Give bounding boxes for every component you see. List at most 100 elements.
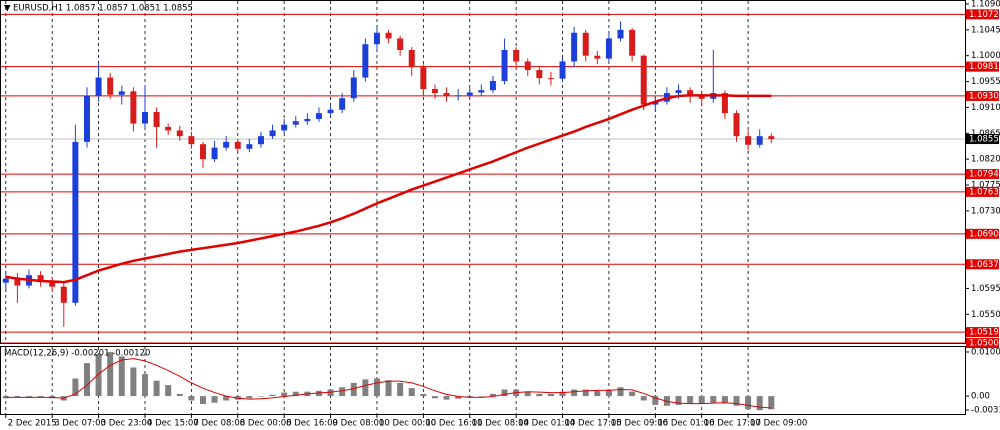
macd-bar xyxy=(292,391,299,397)
candle-body xyxy=(37,275,44,281)
level-label-bg xyxy=(966,9,999,20)
candle-body xyxy=(513,49,520,62)
level-label: 1.0519 xyxy=(969,328,999,338)
macd-bar xyxy=(698,396,705,405)
candle-body xyxy=(362,44,369,78)
candle-body xyxy=(733,113,740,137)
candle-body xyxy=(455,95,462,97)
candle-body xyxy=(257,136,264,145)
macd-bar xyxy=(617,387,624,397)
candle-body xyxy=(640,55,647,105)
macd-bar xyxy=(118,356,125,397)
macd-bar xyxy=(524,391,531,397)
macd-bar xyxy=(420,393,427,397)
macd-bar xyxy=(559,391,566,397)
candle-body xyxy=(756,136,763,145)
y-tick-label: 1.1090 xyxy=(971,0,1000,10)
candle-body xyxy=(107,77,114,95)
y-tick-label: 1.0775 xyxy=(971,180,1000,190)
candle-body xyxy=(536,70,543,79)
macd-bar xyxy=(431,396,438,399)
macd-bar xyxy=(373,378,380,397)
macd-bar xyxy=(327,389,334,397)
macd-bar xyxy=(25,396,32,397)
macd-bar xyxy=(199,396,206,405)
chart-title: EURUSD,H1 1.0857 1.0857 1.0851 1.0855 xyxy=(13,4,193,14)
candle-body xyxy=(617,29,624,39)
macd-bar xyxy=(130,367,137,397)
macd-bar xyxy=(466,396,473,398)
macd-bar xyxy=(536,393,543,397)
macd-bar xyxy=(223,396,230,401)
candle-body xyxy=(315,113,322,119)
macd-bar xyxy=(211,396,218,403)
macd-signal xyxy=(5,358,772,409)
y-tick-label: 0.00 xyxy=(971,392,990,402)
candle-body xyxy=(524,61,531,71)
x-tick-label: 14 Dec 01:00 xyxy=(518,419,575,429)
candle-body xyxy=(582,32,589,56)
candle-body xyxy=(211,147,218,160)
candle-body xyxy=(199,144,206,160)
candle-body xyxy=(698,95,705,99)
x-tick-label: 3 Dec 23:00 xyxy=(101,419,153,429)
level-label: 1.0500 xyxy=(969,339,999,349)
y-tick-label: 0.01002 xyxy=(971,348,1000,358)
candle-body xyxy=(420,67,427,90)
macd-bar xyxy=(14,396,21,398)
x-tick-label: 9 Dec 08:00 xyxy=(333,419,385,429)
y-tick-label: 1.0820 xyxy=(971,155,1000,165)
candle-body xyxy=(431,89,438,94)
last-price-label: 1.0855 xyxy=(969,135,999,145)
macd-bar xyxy=(95,354,102,397)
candle-body xyxy=(304,118,311,122)
macd-bar xyxy=(687,396,694,405)
level-label: 1.0794 xyxy=(969,170,999,180)
level-label-bg xyxy=(966,338,999,348)
macd-bar xyxy=(629,391,636,397)
level-label: 1.0981 xyxy=(969,62,999,72)
y-tick-label: 1.0595 xyxy=(971,284,1000,294)
level-label: 1.0763 xyxy=(969,187,999,197)
macd-bar xyxy=(605,389,612,397)
candle-body xyxy=(269,130,276,137)
x-tick-label: 15 Dec 09:00 xyxy=(611,419,668,429)
macd-bar xyxy=(257,396,264,397)
macd-bar xyxy=(269,394,276,397)
macd-bar xyxy=(397,382,404,397)
macd-panel xyxy=(0,346,966,415)
candle-body xyxy=(721,93,728,114)
level-label-bg xyxy=(966,327,999,338)
candle-body xyxy=(373,32,380,45)
macd-bar xyxy=(107,352,114,397)
x-tick-label: 2 Dec 2015 xyxy=(8,419,57,429)
candle-body xyxy=(223,141,230,148)
candle-body xyxy=(130,91,137,124)
macd-bar xyxy=(455,396,462,399)
candle-body xyxy=(281,124,288,131)
candle-body xyxy=(72,141,79,303)
candle-body xyxy=(327,109,334,114)
macd-bar xyxy=(571,389,578,397)
macd-bar xyxy=(165,385,172,397)
candle-body xyxy=(408,49,415,68)
x-tick-label: 14 Dec 17:00 xyxy=(565,419,622,429)
candle-body xyxy=(629,29,636,56)
price-panel xyxy=(0,0,966,344)
moving-average xyxy=(5,94,772,284)
x-tick-label: 10 Dec 00:00 xyxy=(379,419,436,429)
candle-body xyxy=(605,38,612,59)
macd-bar xyxy=(721,396,728,403)
level-label-bg xyxy=(966,259,999,270)
macd-bar xyxy=(339,387,346,397)
macd-bar xyxy=(478,396,485,397)
macd-bar xyxy=(153,380,160,397)
macd-bar xyxy=(640,396,647,401)
macd-bar xyxy=(281,392,288,397)
macd-bar xyxy=(385,380,392,397)
level-label-bg xyxy=(966,90,999,101)
candle-body xyxy=(60,286,67,303)
candle-body xyxy=(687,90,694,96)
y-tick-label: 1.1045 xyxy=(971,25,1000,35)
y-tick-label: -0.00316 xyxy=(971,406,1000,416)
